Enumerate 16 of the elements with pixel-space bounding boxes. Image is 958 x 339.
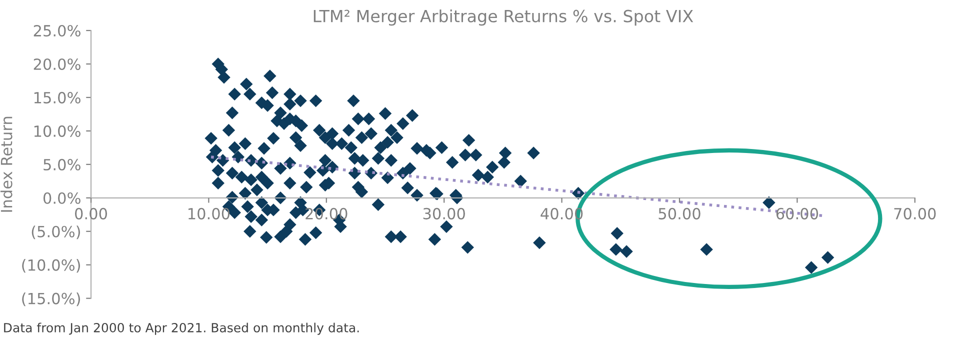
chart-title: LTM² Merger Arbitrage Returns % vs. Spot VIX bbox=[314, 10, 694, 26]
x-tick-label: 50.00 bbox=[658, 208, 700, 220]
y-tick-label: 10.0% bbox=[34, 125, 80, 137]
x-tick-label: 70.00 bbox=[894, 208, 936, 220]
x-tick-label: 30.00 bbox=[423, 208, 465, 220]
text: Data from Jan 2000 to Apr 2021. Based on monthly data. bbox=[4, 322, 359, 335]
y-axis-title: Index Return bbox=[0, 116, 12, 212]
y-tick-label: 0.0% bbox=[43, 192, 80, 204]
y-tick-label: 20.0% bbox=[34, 58, 80, 70]
y-tick-label: (5.0%) bbox=[32, 226, 80, 240]
x-tick-label: 10.00 bbox=[188, 208, 230, 220]
y-tick-label: 5.0% bbox=[44, 158, 80, 170]
y-tick-label: (15.0%) bbox=[22, 292, 80, 306]
y-tick-label: (10.0%) bbox=[22, 259, 80, 273]
y-tick-label: 15.0% bbox=[34, 92, 80, 104]
y-tick-label: 25.0% bbox=[34, 24, 80, 37]
